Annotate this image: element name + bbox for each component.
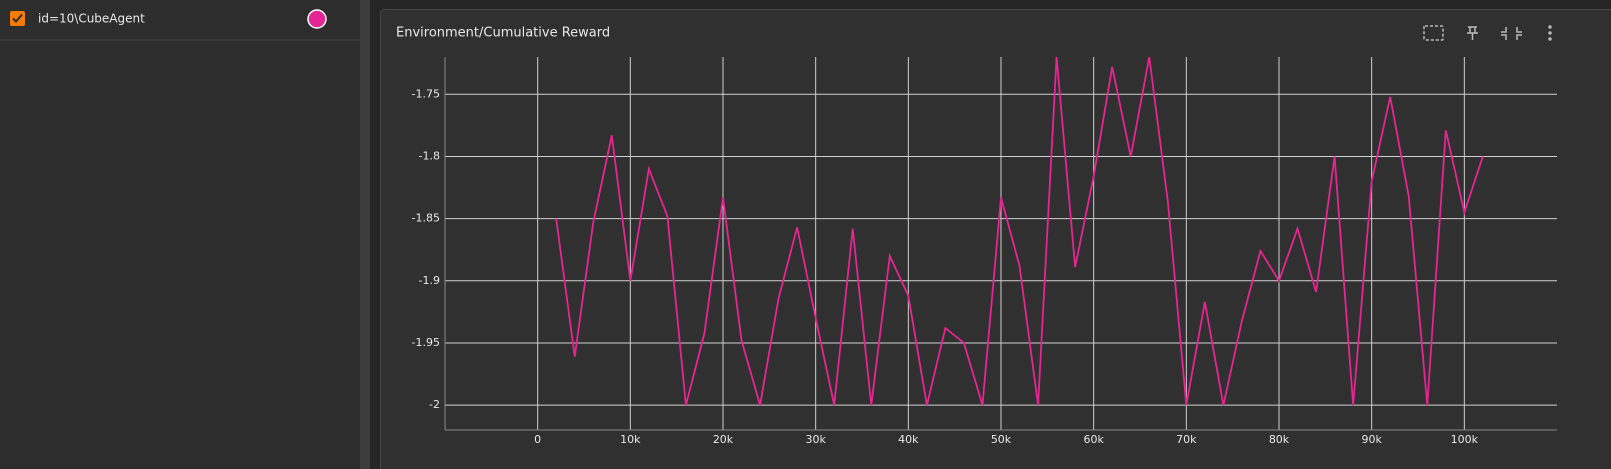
chart-card [380,9,1611,469]
sidebar [0,0,360,469]
y-tick-label: -1.75 [412,87,440,100]
x-tick-label: 50k [991,433,1012,446]
card-toolbar [1423,25,1552,41]
y-tick-label: -1.9 [419,274,440,287]
y-tick-label: -2 [429,398,440,411]
x-tick-label: 40k [898,433,919,446]
x-tick-label: 0 [534,433,541,446]
y-tick-label: -1.8 [419,149,440,162]
color-swatch[interactable] [307,9,327,29]
run-row[interactable]: id=10\CubeAgent [10,9,327,29]
x-tick-label: 60k [1083,433,1104,446]
x-tick-label: 70k [1176,433,1197,446]
x-tick-label: 90k [1361,433,1382,446]
chart-title: Environment/Cumulative Reward [396,26,610,41]
pin-button[interactable] [1467,26,1478,40]
y-tick-label: -1.85 [412,212,440,225]
collapse-button[interactable] [1501,27,1522,40]
splitter[interactable] [360,0,370,469]
x-tick-label: 10k [620,433,641,446]
plot: -2 -1.95 -1.9 -1.85 -1.8 -1.75 0 10k 20k 30k 40k 50… [412,57,1557,446]
more-button[interactable] [1548,25,1552,41]
x-tick-label: 100k [1451,433,1479,446]
run-name: id=10\CubeAgent [38,12,145,26]
checkmark [12,13,23,23]
fit-domain-button[interactable] [1423,25,1444,41]
series-line [555,57,1484,406]
y-tick-label: -1.95 [412,336,440,349]
x-tick-label: 30k [805,433,826,446]
x-tick-label: 20k [713,433,734,446]
x-tick-label: 80k [1269,433,1290,446]
